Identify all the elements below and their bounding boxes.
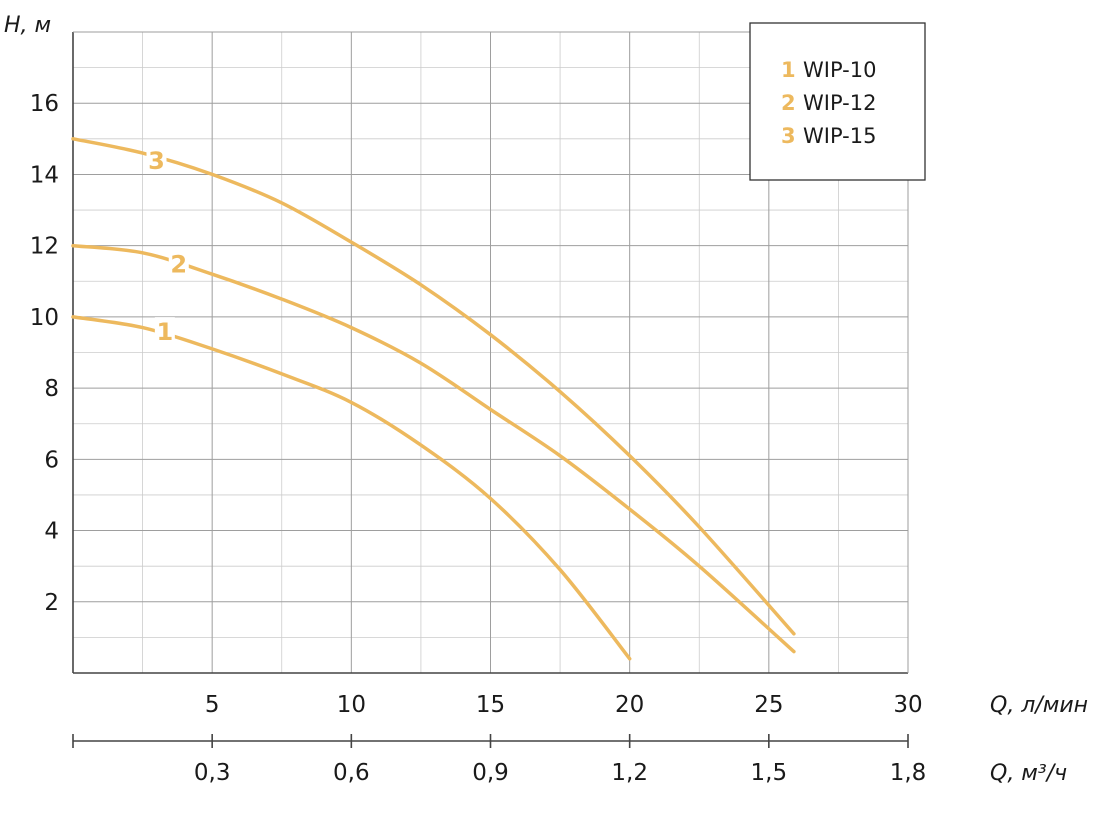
y-tick-label: 16 xyxy=(30,91,59,117)
x-axis-title: Q, л/мин xyxy=(990,693,1088,718)
y-tick-label: 8 xyxy=(44,376,59,402)
x2-tick-label: 0,9 xyxy=(472,760,509,786)
legend-box: 1 WIP-10 2 WIP-12 3 WIP-15 xyxy=(749,22,926,181)
y-tick-label: 14 xyxy=(30,162,59,188)
x-tick-label: 10 xyxy=(337,692,366,718)
legend-number: 1 xyxy=(781,58,796,82)
legend-number: 2 xyxy=(781,91,796,115)
x2-tick-label: 1,8 xyxy=(890,760,927,786)
curve-labels: 1 2 3 xyxy=(146,146,189,346)
curve-label-bg xyxy=(154,317,175,344)
x-axis-m3h: 0,3 0,6 0,9 1,2 1,5 1,8 xyxy=(72,734,927,786)
legend-number: 3 xyxy=(781,124,796,148)
y-tick-label: 4 xyxy=(44,519,59,545)
x2-axis-title: Q, м³/ч xyxy=(990,761,1067,786)
x-tick-label: 25 xyxy=(754,692,783,718)
x-tick-label: 15 xyxy=(476,692,505,718)
y-axis: 2 4 6 8 10 12 14 16 xyxy=(30,91,59,616)
curve-label-bg xyxy=(146,146,167,173)
legend-entry-label: WIP-10 xyxy=(803,58,876,82)
curve-label-2: 2 xyxy=(170,250,187,278)
y-axis-title: H, м xyxy=(4,13,51,38)
x-axis-lpm: 5 10 15 20 25 30 xyxy=(205,692,923,718)
x-tick-label: 5 xyxy=(205,692,220,718)
y-tick-label: 12 xyxy=(30,234,59,260)
y-tick-label: 6 xyxy=(44,447,59,473)
x-tick-label: 20 xyxy=(615,692,644,718)
legend-frame xyxy=(749,22,926,181)
curves xyxy=(71,137,796,661)
curve-3 xyxy=(71,137,796,636)
x2-tick-label: 0,3 xyxy=(194,760,231,786)
x2-tick-label: 1,2 xyxy=(611,760,648,786)
curve-2 xyxy=(71,243,796,654)
y-tick-label: 2 xyxy=(44,590,59,616)
x2-tick-label: 1,5 xyxy=(751,760,788,786)
x2-tick-label: 0,6 xyxy=(333,760,370,786)
legend-entry-label: WIP-15 xyxy=(803,124,876,148)
y-tick-label: 10 xyxy=(30,305,59,331)
curve-label-bg xyxy=(168,249,189,276)
curve-label-1: 1 xyxy=(156,318,173,346)
x-tick-label: 30 xyxy=(893,692,922,718)
legend-entry-label: WIP-12 xyxy=(803,91,876,115)
curve-label-3: 3 xyxy=(148,147,165,175)
